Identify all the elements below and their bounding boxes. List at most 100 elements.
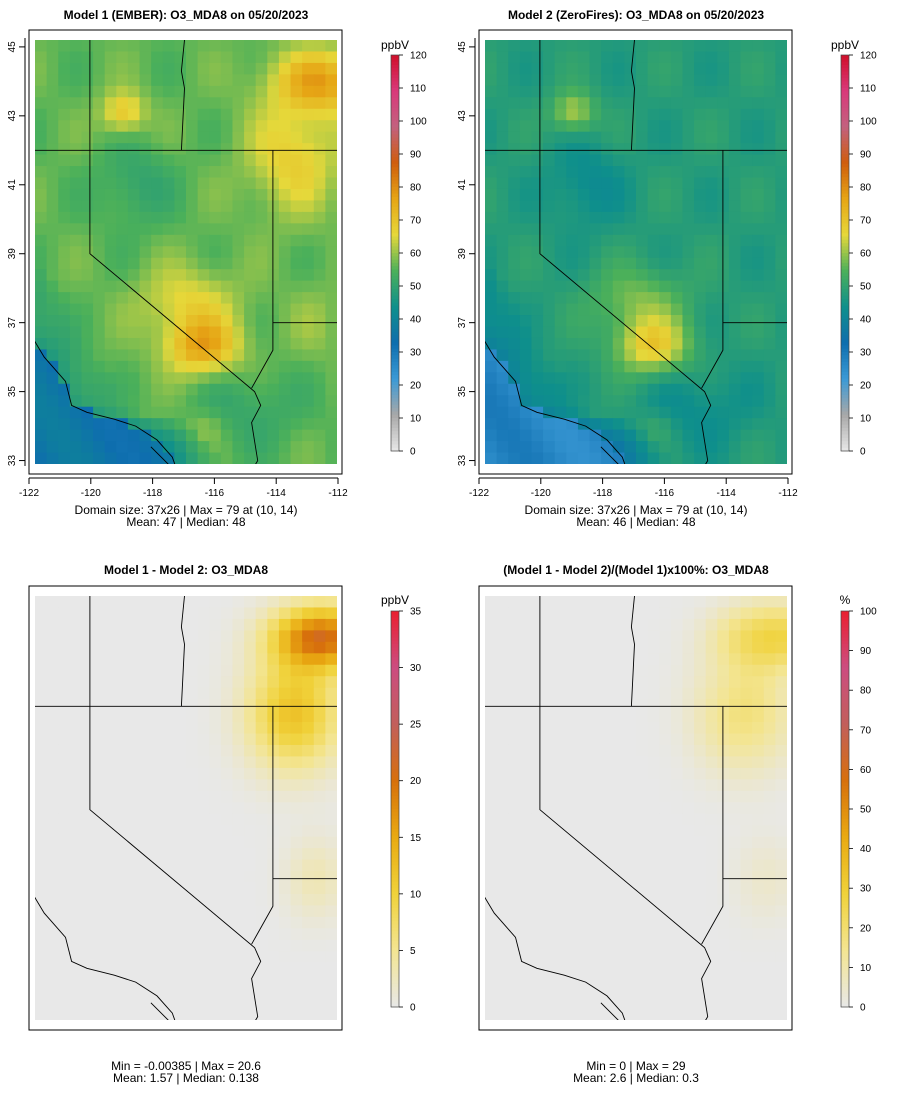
colorbar-segment — [841, 960, 849, 965]
heatmap-cell — [104, 813, 117, 826]
heatmap-cell — [566, 166, 579, 179]
heatmap-cell — [752, 177, 765, 190]
heatmap-cell — [670, 429, 684, 442]
heatmap-cell — [93, 790, 106, 803]
heatmap-cell — [763, 985, 776, 998]
heatmap-cell — [46, 406, 59, 419]
heatmap-cell — [127, 779, 141, 792]
heatmap-cell — [58, 802, 71, 815]
heatmap-cell — [763, 406, 776, 419]
heatmap-cell — [577, 429, 591, 442]
colorbar-segment — [841, 686, 849, 691]
heatmap-cell — [636, 836, 649, 849]
heatmap-cell — [104, 710, 117, 723]
heatmap-cell — [127, 916, 141, 929]
heatmap-cell — [740, 62, 753, 75]
heatmap-cell — [519, 756, 533, 769]
heatmap-cell — [647, 676, 660, 689]
heatmap-cell — [636, 315, 649, 328]
heatmap-cell — [127, 699, 141, 712]
colorbar-tick-label: 70 — [410, 216, 422, 227]
heatmap-cell — [519, 951, 533, 964]
heatmap-cell — [220, 97, 234, 110]
colorbar-segment — [391, 338, 399, 343]
heatmap-cell — [694, 349, 707, 362]
panel-title: Model 1 (EMBER): O3_MDA8 on 05/20/2023 — [64, 8, 309, 22]
heatmap-cell — [162, 234, 175, 247]
heatmap-cell — [209, 120, 222, 133]
heatmap-cell — [624, 641, 637, 654]
heatmap-cell — [93, 687, 106, 700]
heatmap-cell — [174, 699, 187, 712]
heatmap-cell — [601, 756, 614, 769]
heatmap-cell — [508, 790, 521, 803]
heatmap-cell — [290, 349, 303, 362]
heatmap-cell — [174, 166, 187, 179]
heatmap-cell — [278, 200, 292, 213]
heatmap-cell — [290, 699, 303, 712]
colorbar-segment — [841, 917, 849, 922]
heatmap-cell — [290, 630, 303, 643]
heatmap-cell — [566, 653, 579, 666]
heatmap-cell — [531, 372, 544, 385]
heatmap-cell — [508, 962, 521, 975]
colorbar-segment — [841, 667, 849, 671]
heatmap-cell — [694, 722, 707, 735]
heatmap-cell — [601, 452, 614, 464]
heatmap-cell — [302, 744, 315, 758]
heatmap-cell — [69, 337, 83, 351]
heatmap-cell — [589, 687, 602, 700]
heatmap-cell — [577, 813, 591, 826]
heatmap-cell — [69, 802, 83, 815]
heatmap-cell — [197, 1008, 210, 1020]
heatmap-cell — [174, 406, 187, 419]
heatmap-cell — [104, 441, 117, 454]
heatmap-cell — [69, 292, 83, 305]
heatmap-cell — [647, 664, 660, 677]
heatmap-cell — [93, 802, 106, 815]
heatmap-cell — [543, 131, 556, 144]
boundary-line — [600, 1002, 619, 1020]
heatmap-cell — [601, 1008, 614, 1020]
heatmap-cell — [139, 211, 152, 224]
heatmap-cell — [209, 337, 222, 351]
heatmap-cell — [127, 97, 141, 110]
heatmap-cell — [531, 85, 544, 98]
heatmap-cell — [752, 74, 765, 87]
colorbar-segment — [391, 216, 399, 221]
colorbar-segment — [841, 726, 849, 731]
heatmap-cell — [302, 120, 315, 133]
heatmap-cell — [46, 97, 59, 110]
heatmap-cell — [728, 836, 742, 849]
heatmap-cell — [485, 85, 498, 98]
heatmap-cell — [244, 418, 257, 431]
panel-title: Model 1 - Model 2: O3_MDA8 — [104, 563, 268, 577]
heatmap-cell — [705, 62, 718, 75]
colorbar-segment — [391, 904, 399, 909]
heatmap-cell — [636, 596, 649, 609]
heatmap-cell — [647, 418, 660, 431]
heatmap-cell — [69, 871, 83, 884]
heatmap-cell — [325, 395, 337, 408]
heatmap-cell — [752, 257, 765, 270]
heatmap-cell — [139, 916, 152, 929]
heatmap-cell — [186, 154, 199, 167]
heatmap-cell — [325, 292, 337, 305]
heatmap-cell — [302, 166, 315, 179]
heatmap-cell — [752, 596, 765, 609]
heatmap-cell — [58, 630, 71, 643]
heatmap-cell — [508, 360, 521, 373]
heatmap-cell — [116, 292, 129, 305]
heatmap-cell — [278, 687, 292, 700]
colorbar-tick-label: 20 — [860, 923, 872, 934]
heatmap-cell — [694, 997, 707, 1010]
heatmap-cell — [543, 1008, 556, 1020]
heatmap-cell — [220, 618, 234, 631]
heatmap-cell — [46, 756, 59, 769]
heatmap-cell — [220, 962, 234, 975]
heatmap-cell — [589, 596, 602, 609]
heatmap-cell — [566, 326, 579, 339]
heatmap-cell — [35, 699, 48, 712]
colorbar-segment — [391, 934, 399, 939]
heatmap-cell — [740, 349, 753, 362]
